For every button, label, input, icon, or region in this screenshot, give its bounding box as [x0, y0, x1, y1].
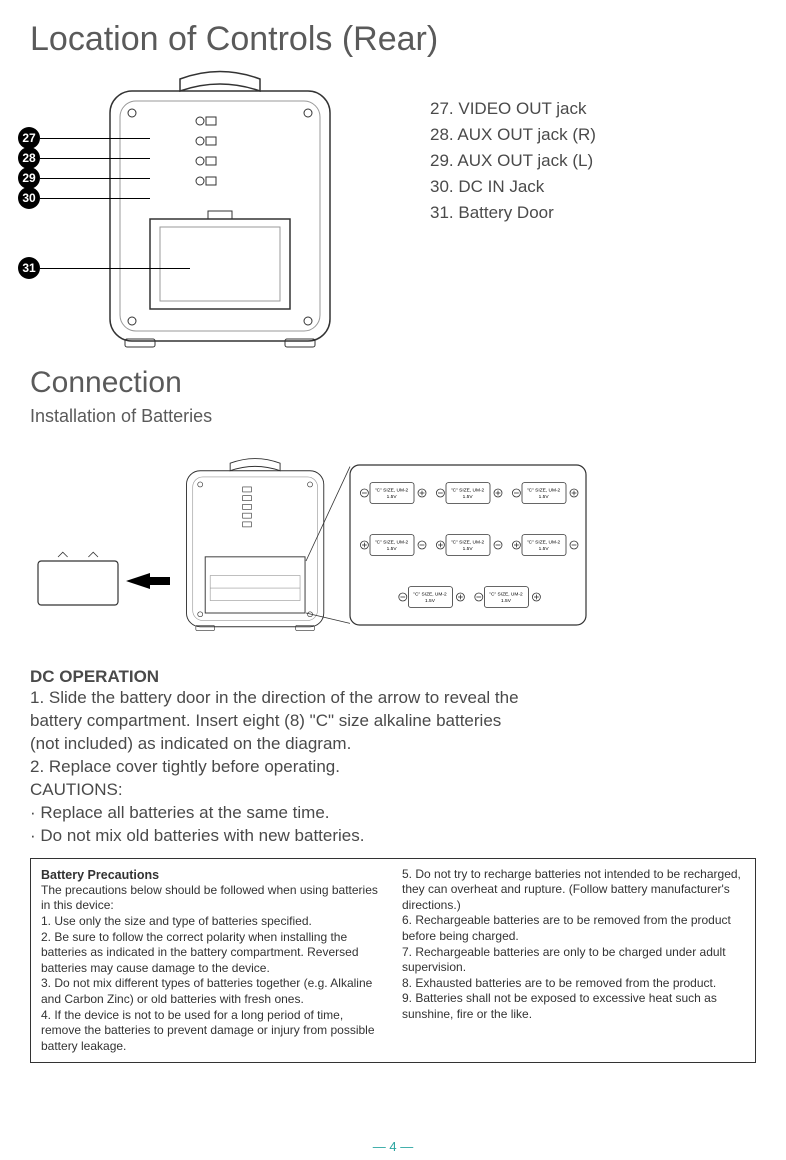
- callout-number: 29: [18, 167, 40, 189]
- callout-line: [40, 178, 150, 179]
- section-title-2: Connection: [30, 366, 756, 400]
- callout-number: 27: [18, 127, 40, 149]
- dc-step: 2. Replace cover tightly before operatin…: [30, 756, 756, 779]
- page-number: — 4 —: [0, 1139, 786, 1154]
- dc-step: battery compartment. Insert eight (8) "C…: [30, 710, 756, 733]
- precaution-item: 2. Be sure to follow the correct polarit…: [41, 930, 384, 977]
- precaution-item: 9. Batteries shall not be exposed to exc…: [402, 991, 745, 1022]
- legend-column: 27. VIDEO OUT jack 28. AUX OUT jack (R) …: [430, 69, 756, 229]
- caution-item: · Replace all batteries at the same time…: [30, 802, 756, 825]
- cautions-label: CAUTIONS:: [30, 779, 756, 802]
- battery-install-diagram: "C" SIZE, UM-21.5V "C" SIZE, UM-21.5V "C…: [30, 435, 590, 655]
- callout-28: 28: [18, 147, 190, 169]
- dc-step: 1. Slide the battery door in the directi…: [30, 687, 756, 710]
- svg-text:"C" SIZE, UM-2: "C" SIZE, UM-2: [451, 487, 485, 493]
- callout-line: [40, 268, 190, 269]
- svg-text:"C" SIZE, UM-2: "C" SIZE, UM-2: [375, 487, 409, 493]
- precautions-col-right: 5. Do not try to recharge batteries not …: [402, 867, 745, 1055]
- svg-text:1.5V: 1.5V: [539, 546, 550, 552]
- svg-text:"C" SIZE, UM-2: "C" SIZE, UM-2: [527, 539, 561, 545]
- subtitle: Installation of Batteries: [30, 406, 756, 427]
- precaution-item: 7. Rechargeable batteries are only to be…: [402, 945, 745, 976]
- callout-30: 30: [18, 187, 190, 209]
- precaution-item: 1. Use only the size and type of batteri…: [41, 914, 384, 930]
- callout-27: 27: [18, 127, 190, 149]
- svg-text:"C" SIZE, UM-2: "C" SIZE, UM-2: [489, 591, 523, 597]
- legend-item: 30. DC IN Jack: [430, 177, 756, 197]
- svg-text:"C" SIZE, UM-2: "C" SIZE, UM-2: [451, 539, 485, 545]
- rear-diagram-column: 27 28 29 30 31: [30, 69, 390, 354]
- dc-operation-heading: DC OPERATION: [30, 667, 756, 687]
- legend-item: 28. AUX OUT jack (R): [430, 125, 756, 145]
- svg-text:1.5V: 1.5V: [425, 598, 436, 604]
- callout-line: [40, 158, 150, 159]
- caution-item: · Do not mix old batteries with new batt…: [30, 825, 756, 848]
- callout-31: 31: [18, 257, 190, 279]
- svg-text:1.5V: 1.5V: [539, 494, 550, 500]
- callout-number: 31: [18, 257, 40, 279]
- precaution-item: 3. Do not mix different types of batteri…: [41, 976, 384, 1007]
- callout-line: [40, 138, 150, 139]
- precaution-item: 4. If the device is not to be used for a…: [41, 1008, 384, 1055]
- precautions-intro: The precautions below should be followed…: [41, 883, 384, 914]
- precautions-title: Battery Precautions: [41, 867, 384, 883]
- battery-diagram-row: "C" SIZE, UM-21.5V "C" SIZE, UM-21.5V "C…: [30, 435, 756, 655]
- svg-text:1.5V: 1.5V: [463, 546, 474, 552]
- svg-text:1.5V: 1.5V: [501, 598, 512, 604]
- svg-text:1.5V: 1.5V: [387, 494, 398, 500]
- svg-text:1.5V: 1.5V: [387, 546, 398, 552]
- callout-stack: 27 28 29 30 31: [18, 127, 190, 277]
- precautions-col-left: Battery Precautions The precautions belo…: [41, 867, 384, 1055]
- precaution-item: 5. Do not try to recharge batteries not …: [402, 867, 745, 914]
- battery-precautions-box: Battery Precautions The precautions belo…: [30, 858, 756, 1064]
- callout-line: [40, 198, 150, 199]
- section-title-1: Location of Controls (Rear): [30, 20, 756, 59]
- precaution-item: 6. Rechargeable batteries are to be remo…: [402, 913, 745, 944]
- callout-number: 28: [18, 147, 40, 169]
- legend-item: 31. Battery Door: [430, 203, 756, 223]
- precaution-item: 8. Exhausted batteries are to be removed…: [402, 976, 745, 992]
- svg-text:"C" SIZE, UM-2: "C" SIZE, UM-2: [413, 591, 447, 597]
- dc-step: (not included) as indicated on the diagr…: [30, 733, 756, 756]
- svg-text:"C" SIZE, UM-2: "C" SIZE, UM-2: [375, 539, 409, 545]
- svg-text:"C" SIZE, UM-2: "C" SIZE, UM-2: [527, 487, 561, 493]
- legend-item: 27. VIDEO OUT jack: [430, 99, 756, 119]
- svg-text:1.5V: 1.5V: [463, 494, 474, 500]
- controls-row: 27 28 29 30 31: [30, 69, 756, 354]
- callout-29: 29: [18, 167, 190, 189]
- callout-number: 30: [18, 187, 40, 209]
- legend-item: 29. AUX OUT jack (L): [430, 151, 756, 171]
